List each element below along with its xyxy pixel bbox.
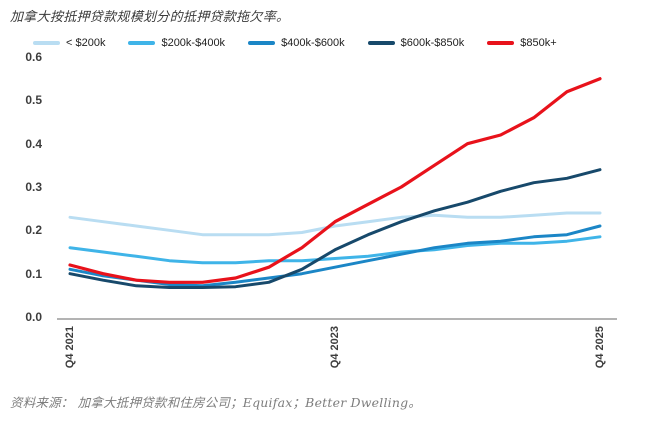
legend-swatch-icon [487,41,515,45]
legend-label: < $200k [66,37,106,49]
series-line-$400k-$600k [68,224,602,288]
y-tick-label: 0.5 [25,93,42,108]
legend-item-3: $400k-$600k [248,37,345,49]
series-line-$200k-$400k [68,235,602,265]
y-tick-label: 0.2 [25,223,42,238]
legend-item-2: $200k-$400k [128,37,225,49]
legend-item-5: $850k+ [487,37,557,49]
x-axis-line [57,318,617,320]
legend-swatch-icon [128,41,156,45]
x-tick-label: Q4 2023 [329,326,341,369]
y-tick-label: 0.6 [25,50,42,64]
legend-label: $600k-$850k [400,37,465,49]
source-note: 资料来源： 加拿大抵押贷款和住房公司；Equifax；Better Dwelli… [10,395,422,410]
legend-item-4: $600k-$850k [367,37,465,49]
legend-label: $200k-$400k [161,37,226,49]
legend: < $200k $200k-$400k $400k-$600k $600k-$850k… [33,37,557,49]
legend-item-1: < $200k [33,37,105,49]
chart-title: 加拿大按抵押贷款规模划分的抵押贷款拖欠率。 [10,10,290,25]
legend-swatch-icon [248,41,276,45]
series-line-< $200k [68,211,602,237]
x-tick-label: Q4 2025 [594,326,606,369]
legend-swatch-icon [367,41,395,45]
x-tick-label: Q4 2021 [64,326,76,369]
legend-label: $850k+ [520,37,557,49]
legend-swatch-icon [33,41,60,45]
y-tick-label: 0.0 [25,310,42,324]
legend-label: $400k-$600k [281,37,345,49]
series-line-$850k+ [68,77,602,284]
y-tick-label: 0.4 [25,136,42,151]
y-tick-label: 0.1 [25,266,42,281]
series-line-$600k-$850k [68,168,602,289]
y-tick-label: 0.3 [25,180,42,194]
